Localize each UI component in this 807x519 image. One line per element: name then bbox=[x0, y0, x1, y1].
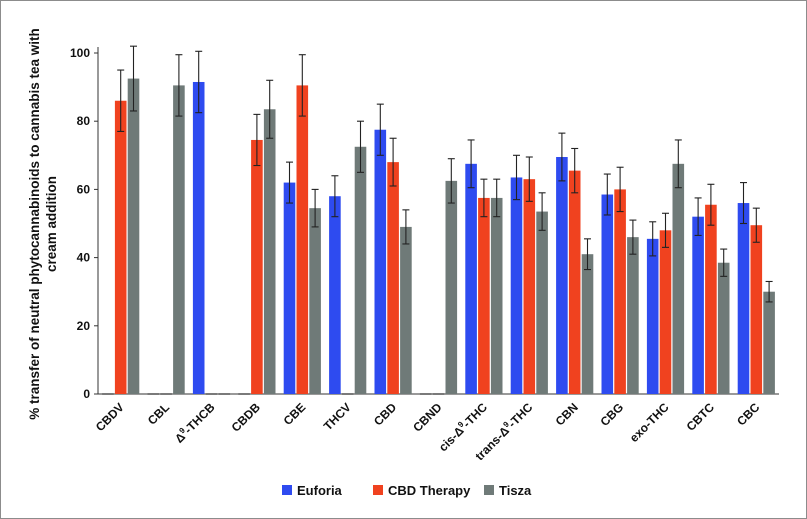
bar-tisza bbox=[627, 237, 639, 394]
x-tick-label-suffix: -THC bbox=[460, 400, 490, 430]
x-tick-label: Δ9-THCB bbox=[171, 399, 217, 445]
x-tick-label: CBL bbox=[145, 400, 172, 427]
bar-cbd-therapy bbox=[478, 197, 490, 394]
legend-label: CBD Therapy bbox=[388, 483, 471, 498]
bar-tisza bbox=[445, 180, 458, 394]
y-axis-label: % transfer of neutral phytocannabinoids … bbox=[27, 28, 59, 420]
y-tick-label: 20 bbox=[77, 319, 91, 333]
bar-euforia bbox=[465, 163, 477, 394]
x-tick-label: CBG bbox=[597, 400, 626, 429]
x-tick-label-text: CBD bbox=[371, 400, 400, 429]
x-tick-label-text: CBN bbox=[553, 400, 581, 428]
bar-euforia bbox=[601, 194, 614, 394]
bar-tisza bbox=[581, 254, 594, 394]
bar-euforia bbox=[510, 177, 523, 394]
y-tick-label: 80 bbox=[77, 114, 91, 128]
x-tick-label-superscript: 9 bbox=[177, 426, 187, 436]
bar-euforia bbox=[737, 203, 750, 394]
bar-euforia bbox=[692, 216, 704, 394]
x-tick-label: CBDB bbox=[229, 400, 264, 435]
bar-euforia bbox=[192, 81, 205, 395]
x-tick-label: CBE bbox=[281, 400, 309, 428]
x-tick-label: CBTC bbox=[684, 400, 718, 434]
bars bbox=[102, 45, 775, 395]
x-tick-label: THCV bbox=[321, 400, 354, 433]
y-tick-label: 60 bbox=[77, 182, 91, 196]
bar-cbd-therapy bbox=[296, 85, 309, 395]
y-axis-title: % transfer of neutral phytocannabinoids … bbox=[27, 28, 59, 420]
bar-tisza bbox=[536, 211, 548, 394]
x-tick-label-superscript: 9 bbox=[501, 419, 511, 429]
bar-euforia bbox=[646, 238, 659, 394]
x-tick-label-suffix: -THCB bbox=[181, 400, 218, 437]
x-tick-label-text: CBL bbox=[145, 400, 172, 427]
bar-tisza bbox=[672, 163, 685, 394]
bar-euforia bbox=[374, 129, 387, 394]
bar-tisza bbox=[717, 262, 730, 394]
bar-tisza bbox=[763, 291, 775, 394]
y-tick-label: 100 bbox=[70, 46, 90, 60]
x-tick-label-text: CBC bbox=[734, 400, 763, 429]
bar-cbd-therapy bbox=[387, 162, 399, 394]
x-tick-label: CBC bbox=[734, 400, 763, 429]
x-tick-label: CBDV bbox=[93, 400, 127, 434]
bar-tisza bbox=[400, 226, 412, 394]
bar-euforia bbox=[556, 157, 568, 394]
bar-tisza bbox=[263, 109, 276, 394]
x-tick-label: exo-THC bbox=[627, 400, 672, 445]
bar-tisza bbox=[354, 146, 367, 394]
bar-cbd-therapy bbox=[523, 179, 536, 394]
x-tick-label-text: CBTC bbox=[684, 400, 718, 434]
bar-tisza bbox=[127, 78, 140, 394]
x-tick-label-text: CBDB bbox=[229, 400, 264, 435]
bar-tisza bbox=[490, 197, 503, 394]
legend: Euforia CBD Therapy Tisza bbox=[282, 483, 532, 498]
x-tick-label-superscript: 9 bbox=[456, 419, 466, 429]
x-tick-label-text: CBDV bbox=[93, 400, 127, 434]
legend-label: Euforia bbox=[297, 483, 343, 498]
x-tick-label: CBN bbox=[553, 400, 581, 428]
x-tick-label-text: exo-THC bbox=[627, 400, 672, 445]
x-tick-label-suffix: -THC bbox=[505, 400, 535, 430]
legend-swatch bbox=[282, 485, 292, 495]
bar-tisza bbox=[309, 208, 321, 394]
y-tick-label: 40 bbox=[77, 251, 91, 265]
bar-cbd-therapy bbox=[659, 230, 672, 394]
x-tick-label: CBD bbox=[371, 400, 400, 429]
bar-cbd-therapy bbox=[114, 100, 127, 395]
x-tick-label-text: CBG bbox=[597, 400, 626, 429]
x-tick-label-text: CBND bbox=[410, 400, 445, 435]
bar-euforia bbox=[329, 196, 341, 394]
bar-cbd-therapy bbox=[705, 204, 717, 394]
y-axis-title-line: % transfer of neutral phytocannabinoids … bbox=[27, 28, 42, 420]
bar-cbd-therapy bbox=[568, 170, 581, 394]
legend-swatch bbox=[373, 485, 383, 495]
bar-euforia bbox=[283, 182, 296, 394]
bar-cbd-therapy bbox=[614, 189, 626, 394]
x-tick-label-text: THCV bbox=[321, 400, 354, 433]
y-tick-label: 0 bbox=[83, 387, 90, 401]
y-axis-title-line: cream addition bbox=[44, 176, 59, 272]
bar-cbd-therapy bbox=[750, 225, 763, 394]
x-tick-label-prefix: trans-Δ bbox=[472, 423, 512, 463]
x-tick-label: CBND bbox=[410, 400, 445, 435]
x-tick-label-text: CBE bbox=[281, 400, 309, 428]
bar-tisza bbox=[173, 85, 185, 395]
legend-swatch bbox=[484, 485, 494, 495]
bar-cbd-therapy bbox=[251, 139, 263, 394]
legend-label: Tisza bbox=[499, 483, 532, 498]
